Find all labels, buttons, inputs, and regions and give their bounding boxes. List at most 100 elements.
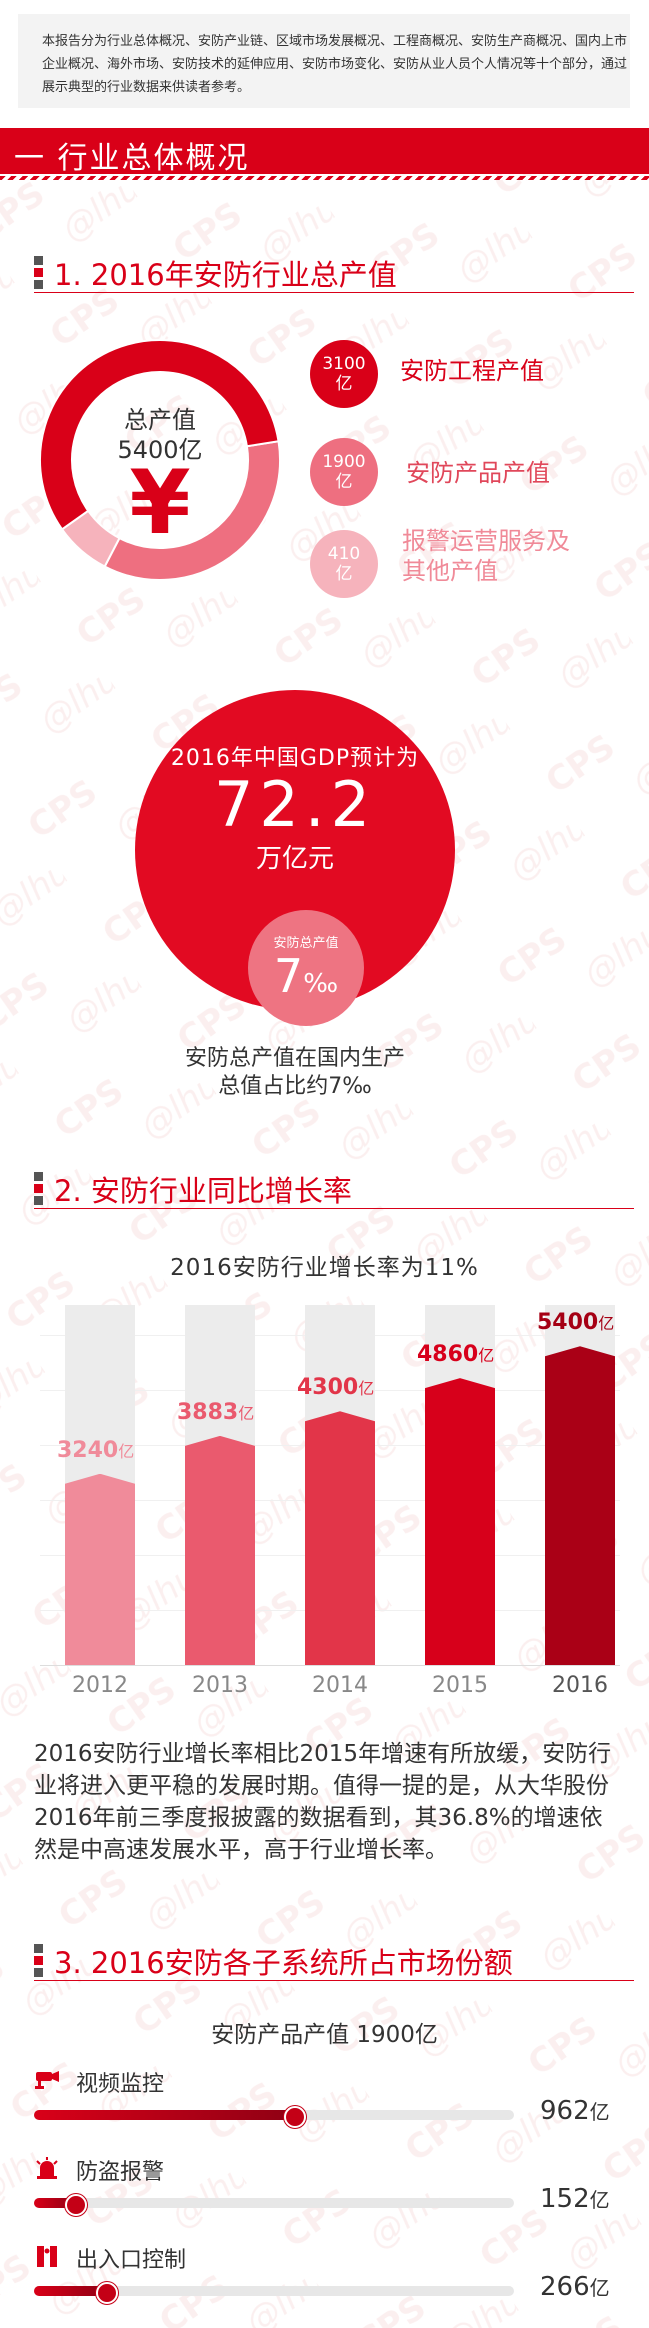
share-bar-knob xyxy=(65,2194,88,2216)
heading-growth-rate: 2. 安防行业同比增长率 xyxy=(34,1168,634,1209)
share-bar-knob xyxy=(284,2106,307,2128)
bar-value: 3883 xyxy=(177,1399,239,1425)
share-bar-fill xyxy=(34,2110,295,2120)
gdp-caption-line1: 安防总产值在国内生产 xyxy=(184,1046,405,1071)
legend-unit: 亿 xyxy=(335,564,353,584)
bar-value: 3240 xyxy=(57,1437,119,1463)
bar-2012 xyxy=(65,1473,135,1665)
heading-title: 3. 2016安防各子系统所占市场份额 xyxy=(54,1946,513,1980)
bar-value: 5400 xyxy=(537,1310,599,1336)
bar-value-unit: 亿 xyxy=(238,1403,255,1423)
share-subtitle: 安防产品产值 1900亿 xyxy=(211,2022,438,2048)
donut-chart xyxy=(39,339,281,581)
bar-2014 xyxy=(305,1411,375,1665)
gdp-share-value: 7 xyxy=(273,949,304,1003)
legend-label-services-line1: 报警运营服务及 xyxy=(402,527,570,555)
legend-circle-services: 410 亿 xyxy=(310,530,378,598)
heading-title: 2. 安防行业同比增长率 xyxy=(54,1174,352,1208)
x-tick-label: 2014 xyxy=(312,1673,368,1698)
x-tick-label: 2015 xyxy=(432,1673,488,1698)
heading-title: 1. 2016年安防行业总产值 xyxy=(54,258,397,292)
legend-label-engineering: 安防工程产值 xyxy=(400,357,544,385)
section-header-background xyxy=(0,128,649,174)
bar-value-label: 5400亿 xyxy=(537,1310,614,1335)
gdp-share-value-row: 7‰ xyxy=(274,951,338,1009)
share-value-unit: 亿 xyxy=(589,2188,610,2212)
bar-value-unit: 亿 xyxy=(358,1379,375,1399)
gate-icon xyxy=(34,2244,60,2272)
bar-value-unit: 亿 xyxy=(598,1314,615,1334)
bar-value-unit: 亿 xyxy=(118,1441,135,1461)
share-value-number: 266 xyxy=(540,2272,590,2302)
bar-value-label: 3240亿 xyxy=(57,1438,134,1463)
donut-center-label: 总产值 xyxy=(124,406,196,434)
growth-paragraph: 2016安防行业增长率相比2015年增速有所放缓，安防行业将进入更平稳的发展时期… xyxy=(34,1741,612,1863)
bar-2016 xyxy=(545,1346,615,1665)
gdp-value: 72.2 xyxy=(213,768,377,841)
bar-value-unit: 亿 xyxy=(478,1346,495,1366)
legend-label-services-line2: 其他产值 xyxy=(402,557,498,585)
legend-circle-engineering: 3100 亿 xyxy=(310,340,378,408)
share-item-label: 视频监控 xyxy=(76,2072,165,2097)
share-bar-fill xyxy=(34,2198,76,2208)
donut-slice-products xyxy=(103,440,281,581)
share-item-label: 防盗报警 xyxy=(76,2160,165,2185)
heading-rule xyxy=(34,1980,634,1981)
x-tick-label: 2012 xyxy=(72,1673,128,1698)
share-item-value: 152亿 xyxy=(540,2184,610,2214)
share-bar-knob xyxy=(95,2282,118,2304)
bar-value: 4300 xyxy=(297,1375,359,1401)
donut-slice-engineering xyxy=(39,339,280,531)
bar-value-label: 3883亿 xyxy=(177,1400,254,1425)
share-bar-track xyxy=(34,2286,514,2296)
legend-value: 1900 xyxy=(322,452,366,472)
x-tick-label: 2013 xyxy=(192,1673,248,1698)
share-bar-track xyxy=(34,2198,514,2208)
legend-value: 410 xyxy=(327,544,361,564)
legend-value: 3100 xyxy=(322,354,366,374)
heading-total-output: 1. 2016年安防行业总产值 xyxy=(34,252,634,293)
gdp-share-label: 安防总产值 xyxy=(273,936,339,951)
section-stripe xyxy=(0,176,649,180)
share-bar-fill xyxy=(34,2286,106,2296)
bar-value: 4860 xyxy=(417,1342,479,1368)
chart-baseline xyxy=(40,1665,620,1666)
share-value-unit: 亿 xyxy=(589,2276,610,2300)
heading-rule xyxy=(34,1208,634,1209)
camera-icon xyxy=(34,2068,60,2094)
heading-mark-icon xyxy=(34,1944,43,1977)
legend-label-products: 安防产品产值 xyxy=(406,459,550,487)
intro-text: 本报告分为行业总体概况、安防产业链、区域市场发展概况、工程商概况、安防生产商概况… xyxy=(42,34,628,95)
heading-market-share: 3. 2016安防各子系统所占市场份额 xyxy=(34,1940,634,1981)
share-item-label: 出入口控制 xyxy=(76,2248,187,2273)
share-value-unit: 亿 xyxy=(589,2100,610,2124)
share-item-value: 962亿 xyxy=(540,2096,610,2126)
alarm-icon xyxy=(34,2156,60,2184)
gdp-unit: 万亿元 xyxy=(255,844,334,874)
x-tick-label: 2016 xyxy=(552,1673,608,1698)
legend-circle-products: 1900 亿 xyxy=(310,438,378,506)
gdp-line1: 2016年中国GDP预计为 xyxy=(170,746,420,771)
share-value-number: 152 xyxy=(540,2184,590,2214)
share-value-number: 962 xyxy=(540,2096,590,2126)
bar-2013 xyxy=(185,1435,255,1665)
gdp-share-circle: 安防总产值 7‰ xyxy=(248,910,364,1026)
gdp-caption-line2: 总值占比约7‰ xyxy=(218,1074,372,1099)
bar-value-label: 4860亿 xyxy=(417,1342,494,1367)
chart-title: 2016安防行业增长率为11% xyxy=(170,1255,479,1281)
bar-2015 xyxy=(425,1378,495,1665)
donut-center-value: 5400亿 xyxy=(117,436,203,464)
section-header: 一 行业总体概况 xyxy=(0,128,649,176)
bar-value-label: 4300亿 xyxy=(297,1375,374,1400)
heading-mark-icon xyxy=(34,256,43,289)
yen-icon: ¥ xyxy=(129,451,191,554)
growth-bar-chart: 3240亿 2012 3883亿 2013 4300亿 2014 4860亿 2015 5400… xyxy=(0,1290,649,1730)
heading-mark-icon xyxy=(34,1172,43,1205)
legend-unit: 亿 xyxy=(335,472,353,492)
section-header-label: 一 行业总体概况 xyxy=(14,141,250,176)
share-item-value: 266亿 xyxy=(540,2272,610,2302)
share-list: 视频监控 962亿 防盗报警 152亿 出入口控制 266亿 xyxy=(0,2060,649,2328)
heading-rule xyxy=(34,292,634,293)
gdp-share-unit: ‰ xyxy=(303,969,339,999)
